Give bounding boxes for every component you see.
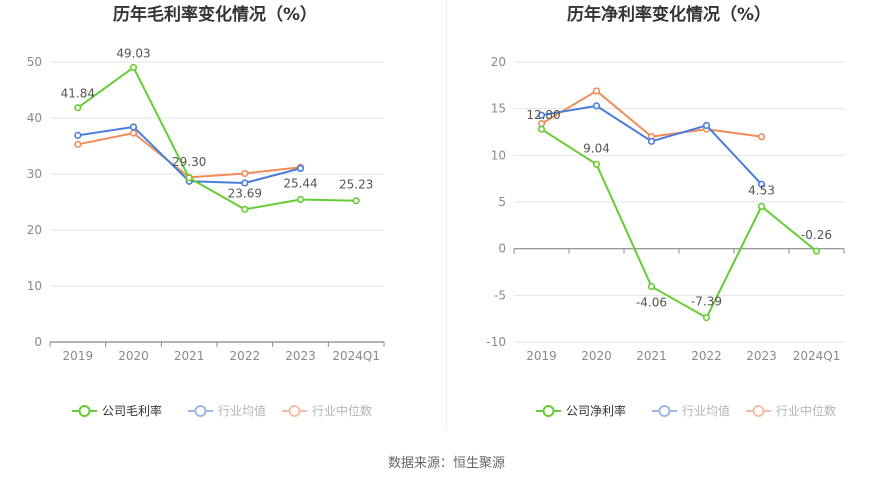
y-tick-label: 20: [27, 223, 42, 237]
data-point: [241, 169, 249, 178]
legend-item[interactable]: 公司毛利率: [72, 403, 162, 418]
y-tick-label: 50: [27, 55, 42, 69]
y-tick-label: 15: [491, 102, 506, 116]
y-tick-label: 40: [27, 111, 42, 125]
x-tick-label: 2023: [746, 349, 777, 363]
series-line: [540, 89, 762, 138]
legend-marker-icon: [658, 405, 671, 417]
data-label: -7.39: [691, 295, 722, 309]
x-tick-label: 2019: [526, 349, 557, 363]
x-tick-label: 2022: [691, 349, 722, 363]
x-tick-label: 2024Q1: [793, 349, 841, 363]
data-label: 25.23: [339, 178, 373, 192]
data-label: -4.06: [636, 296, 667, 310]
data-point: [757, 180, 766, 188]
x-tick-label: 2019: [63, 349, 94, 363]
data-point: [592, 102, 601, 110]
data-point: [241, 205, 249, 213]
legend-marker-icon: [288, 405, 301, 417]
legend-marker-icon: [542, 405, 555, 417]
data-label: 25.44: [283, 177, 317, 191]
data-label: 4.53: [748, 183, 775, 197]
data-point: [129, 129, 138, 137]
legend-label: 行业中位数: [776, 403, 836, 418]
data-label: -0.26: [801, 228, 832, 242]
x-tick-label: 2021: [174, 349, 205, 363]
legend-marker-icon: [194, 405, 207, 417]
legend-marker-icon: [78, 405, 91, 417]
x-tick-label: 2020: [118, 349, 149, 363]
x-tick-label: 2023: [285, 349, 316, 363]
legend-item[interactable]: 行业均值: [188, 403, 266, 418]
data-label: 29.30: [172, 155, 206, 169]
data-point: [647, 282, 656, 291]
data-point: [647, 137, 656, 145]
data-point: [757, 202, 766, 210]
data-point: [129, 63, 138, 72]
data-label: 9.04: [583, 141, 610, 155]
legend-label: 行业中位数: [312, 403, 372, 418]
data-label: 23.69: [228, 186, 262, 200]
data-point: [812, 247, 821, 255]
data-point: [592, 87, 601, 95]
y-tick-label: 30: [27, 167, 42, 181]
data-label: 12.80: [526, 108, 560, 122]
data-point: [352, 197, 360, 205]
x-tick-label: 2022: [230, 349, 261, 363]
data-point: [241, 179, 249, 187]
data-point: [537, 111, 546, 119]
chart-title: 历年毛利率变化情况（%）: [113, 4, 317, 25]
x-tick-label: 2024Q1: [332, 349, 380, 363]
chart-divider: [446, 0, 447, 430]
data-point: [74, 131, 82, 139]
y-tick-label: 0: [498, 242, 506, 256]
net-margin-chart: 历年净利率变化情况（%） -10 -5 0 5 10 15 20 2019 2020 2021 202…: [486, 4, 845, 418]
gross-margin-chart: 历年毛利率变化情况（%） 0 10 20 30 40 50 2019 2020 2021 2022 2…: [27, 4, 385, 418]
y-tick-label: -5: [494, 288, 506, 302]
data-point: [702, 314, 711, 322]
x-tick-label: 2021: [636, 349, 667, 363]
y-tick-label: -10: [486, 335, 506, 349]
data-point: [74, 104, 82, 112]
legend-item[interactable]: 公司净利率: [536, 403, 626, 418]
legend-item[interactable]: 行业均值: [652, 403, 730, 418]
series-line: [540, 128, 818, 319]
data-point: [185, 174, 193, 182]
legend-item[interactable]: 行业中位数: [746, 403, 836, 418]
series-line: [77, 66, 357, 211]
data-source-label: 数据来源：恒生聚源: [387, 456, 505, 471]
y-tick-label: 0: [34, 335, 42, 349]
legend-label: 公司毛利率: [102, 403, 162, 418]
y-tick-label: 20: [491, 55, 506, 69]
series-line: [541, 104, 763, 185]
data-point: [702, 121, 711, 130]
x-tick-label: 2020: [581, 349, 612, 363]
data-label: 41.84: [61, 87, 95, 101]
chart-title: 历年净利率变化情况（%）: [567, 4, 771, 25]
data-point: [592, 160, 601, 168]
legend-marker-icon: [752, 405, 765, 417]
legend-item[interactable]: 行业中位数: [282, 403, 372, 418]
legend-label: 行业均值: [218, 403, 266, 418]
legend-label: 行业均值: [682, 403, 730, 418]
data-label: 49.03: [116, 46, 150, 60]
data-point: [296, 164, 305, 172]
y-tick-label: 5: [498, 195, 506, 209]
data-point: [537, 125, 546, 133]
data-point: [129, 123, 138, 131]
data-point: [296, 195, 305, 204]
legend-label: 公司净利率: [566, 403, 626, 418]
y-tick-label: 10: [27, 279, 42, 293]
y-tick-label: 10: [491, 148, 506, 162]
data-point: [74, 140, 82, 148]
data-point: [757, 133, 766, 141]
